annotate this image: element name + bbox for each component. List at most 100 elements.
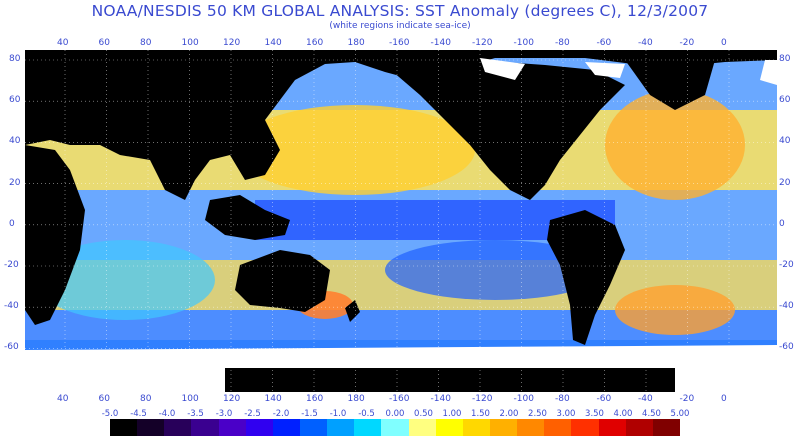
latitude-tick-left: 0 bbox=[9, 218, 15, 229]
colorbar-cell bbox=[191, 419, 219, 436]
colorbar-cell bbox=[408, 419, 436, 436]
longitude-tick-top: 180 bbox=[347, 38, 365, 48]
colorbar-label: 1.00 bbox=[442, 409, 462, 419]
longitude-tick-top: -60 bbox=[596, 38, 612, 48]
colorbar-label: -5.0 bbox=[101, 409, 119, 419]
colorbar-cell bbox=[354, 419, 382, 436]
longitude-tick-top: -120 bbox=[472, 38, 493, 48]
south-pacific-cool-patch bbox=[385, 240, 605, 300]
longitude-tick-top: 160 bbox=[306, 38, 324, 48]
colorbar-label: -2.0 bbox=[272, 409, 290, 419]
africa-landmass bbox=[25, 145, 85, 325]
longitude-tick-top: -40 bbox=[638, 38, 653, 48]
colorbar-label: -1.0 bbox=[329, 409, 347, 419]
colorbar-label: -0.5 bbox=[358, 409, 375, 419]
colorbar-cell bbox=[299, 419, 328, 436]
greenland-landmass bbox=[625, 60, 715, 110]
longitude-tick-bottom: 140 bbox=[264, 394, 282, 404]
indian-ocean-patch bbox=[35, 240, 215, 320]
longitude-tick-top: -160 bbox=[389, 38, 410, 48]
antarctica-landmass bbox=[225, 368, 675, 392]
eurasia-landmass bbox=[25, 50, 777, 200]
colorbar-label: -3.5 bbox=[187, 409, 204, 419]
south-america-landmass bbox=[547, 210, 625, 345]
latitude-tick-left: 40 bbox=[9, 136, 21, 147]
longitude-tick-top: 0 bbox=[721, 38, 727, 48]
longitude-tick-top: 120 bbox=[223, 38, 241, 48]
south-atlantic-warm-patch bbox=[615, 285, 735, 335]
colorbar-cell bbox=[517, 419, 545, 436]
colorbar-cell bbox=[571, 419, 599, 436]
colorbar-cell bbox=[598, 419, 626, 436]
colorbar-cell bbox=[272, 419, 300, 436]
longitude-tick-bottom: 60 bbox=[98, 394, 110, 404]
longitude-tick-bottom: 80 bbox=[140, 394, 152, 404]
longitude-tick-bottom: 100 bbox=[181, 394, 199, 404]
colorbar-label: 4.50 bbox=[642, 409, 661, 419]
colorbar-cell bbox=[435, 419, 463, 436]
colorbar-cell bbox=[625, 419, 653, 436]
map-subtitle: (white regions indicate sea-ice) bbox=[329, 21, 471, 31]
colorbar-label: 3.50 bbox=[585, 409, 604, 419]
new-zealand-landmass bbox=[345, 300, 360, 322]
longitude-tick-bottom: -160 bbox=[389, 394, 410, 404]
colorbar-label: 0.50 bbox=[414, 409, 433, 419]
map-title: NOAA/NESDIS 50 KM GLOBAL ANALYSIS: SST A… bbox=[91, 2, 709, 20]
longitude-tick-top: 60 bbox=[98, 38, 110, 48]
longitude-tick-bottom: 0 bbox=[721, 394, 727, 404]
colorbar-cell bbox=[652, 419, 680, 436]
latitude-tick-left: 80 bbox=[9, 54, 21, 64]
north-pacific-warm-patch bbox=[235, 105, 475, 195]
longitude-tick-bottom: -40 bbox=[638, 394, 653, 404]
longitude-tick-bottom: 120 bbox=[223, 394, 241, 404]
colorbar-cell bbox=[110, 419, 138, 436]
north-atlantic-warm-patch bbox=[605, 90, 745, 200]
colorbar-cell bbox=[489, 419, 518, 436]
colorbar-cell bbox=[218, 419, 246, 436]
colorbar-label: -3.0 bbox=[215, 409, 233, 419]
colorbar-label: 0.00 bbox=[385, 409, 405, 419]
longitude-tick-bottom: -120 bbox=[472, 394, 493, 404]
latitude-tick-left: -60 bbox=[4, 342, 19, 353]
colorbar-cell bbox=[245, 419, 273, 436]
colorbar-label: -4.5 bbox=[130, 409, 147, 419]
colorbar-cell bbox=[462, 419, 490, 436]
latitude-tick-right: 0 bbox=[779, 218, 785, 229]
colorbar-label: -2.5 bbox=[244, 409, 261, 419]
latitude-tick-left: -40 bbox=[4, 301, 19, 312]
longitude-tick-top: -140 bbox=[430, 38, 451, 48]
longitude-tick-bottom: -140 bbox=[430, 394, 451, 404]
latitude-tick-left: 60 bbox=[9, 95, 21, 106]
longitude-tick-top: -20 bbox=[679, 38, 695, 48]
colorbar-cell bbox=[381, 419, 409, 436]
colorbar-cell bbox=[164, 419, 192, 436]
longitude-tick-bottom: -100 bbox=[513, 394, 534, 404]
longitude-tick-top: 80 bbox=[140, 38, 152, 48]
longitude-tick-bottom: -20 bbox=[679, 394, 695, 404]
colorbar-label: 2.50 bbox=[528, 409, 547, 419]
north-america-landmass bbox=[385, 60, 625, 200]
colorbar bbox=[110, 419, 680, 436]
longitude-tick-top: 140 bbox=[264, 38, 282, 48]
southeast-asia-landmass bbox=[205, 195, 290, 240]
map-canvas bbox=[25, 50, 777, 392]
australia-landmass bbox=[235, 250, 330, 312]
latitude-tick-right: 80 bbox=[779, 54, 791, 64]
latitude-tick-right: 20 bbox=[779, 177, 791, 188]
colorbar-cell bbox=[137, 419, 165, 436]
colorbar-label: -1.5 bbox=[301, 409, 318, 419]
longitude-tick-top: 100 bbox=[181, 38, 199, 48]
colorbar-label: 3.00 bbox=[556, 409, 576, 419]
sst-anomaly-map bbox=[25, 50, 777, 392]
latitude-tick-right: -40 bbox=[779, 301, 794, 312]
colorbar-label: -4.0 bbox=[158, 409, 176, 419]
longitude-tick-bottom: 180 bbox=[347, 394, 365, 404]
longitude-tick-bottom: -60 bbox=[596, 394, 612, 404]
latitude-tick-right: 40 bbox=[779, 136, 791, 147]
longitude-tick-bottom: 160 bbox=[306, 394, 324, 404]
latitude-tick-left: -20 bbox=[4, 260, 19, 270]
longitude-tick-top: 40 bbox=[57, 38, 69, 48]
colorbar-cell bbox=[544, 419, 572, 436]
longitude-tick-bottom: 40 bbox=[57, 394, 69, 404]
latitude-tick-right: 60 bbox=[779, 95, 791, 106]
